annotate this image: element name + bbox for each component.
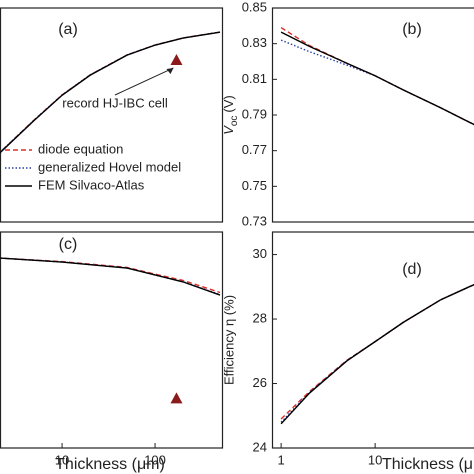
legend-label: FEM Silvaco-Atlas	[38, 177, 145, 192]
series-line	[0, 31, 221, 154]
series-line	[0, 31, 221, 154]
x-axis-label: Thickness (μm)	[55, 456, 165, 473]
y-tick-label: 30	[253, 246, 267, 261]
series-line	[0, 257, 221, 296]
y-label-main: V	[221, 125, 236, 135]
y-label-unit: (V)	[221, 95, 236, 112]
plot-area	[0, 31, 221, 154]
x-tick-label: 100	[144, 452, 166, 467]
y-axis-label: Voc (V)	[221, 95, 239, 135]
y-tick-label: 0.85	[242, 0, 267, 14]
panel: 24 26 28 30 1 10 (d) Thickness (μm) Efficiency η…	[221, 231, 474, 473]
legend-label: diode equation	[38, 141, 123, 156]
annotation: record HJ-IBC cell	[62, 95, 168, 110]
panel-label: (a)	[58, 21, 78, 38]
annotation-arrow	[114, 67, 174, 96]
series-line	[0, 31, 221, 154]
series-line	[280, 283, 474, 420]
plot-area	[0, 257, 221, 404]
y-tick-label: 0.81	[242, 71, 267, 86]
panel: 0.73 0.75 0.77 0.79 0.81 0.83 0.85 (b) Voc (V)	[221, 0, 474, 228]
y-label-sub: oc	[229, 116, 240, 127]
x-tick-label: 1	[277, 452, 284, 467]
y-tick-label: 24	[253, 439, 267, 454]
plot-frame	[271, 231, 474, 449]
arrow-head	[166, 67, 174, 74]
series-line	[280, 283, 474, 423]
series-line	[280, 39, 474, 126]
plot-area	[280, 27, 474, 126]
x-axis-label: Thickness (μm)	[382, 456, 474, 473]
y-tick-label: 0.73	[242, 213, 267, 228]
y-tick-label: 0.79	[242, 106, 267, 121]
panel-label: (c)	[59, 236, 78, 253]
y-tick-label: 0.77	[242, 142, 267, 157]
plot-frame	[271, 7, 474, 223]
plot-frame	[0, 231, 224, 449]
panel: 10 100 (c) Thickness (μm)	[0, 231, 224, 473]
series-line	[0, 257, 221, 296]
panel: record HJ-IBC cell (a) diode equation gener…	[0, 7, 224, 223]
record-marker	[170, 53, 183, 65]
x-tick-label: 10	[368, 452, 382, 467]
series-line	[0, 257, 221, 294]
series-line	[280, 31, 474, 126]
plot-area	[280, 283, 474, 425]
panel-label: (d)	[402, 261, 422, 278]
legend-label: generalized Hovel model	[38, 159, 181, 174]
x-tick-label: 10	[55, 452, 69, 467]
y-tick-label: 26	[253, 375, 267, 390]
y-tick-label: 0.83	[242, 35, 267, 50]
y-tick-label: 0.75	[242, 178, 267, 193]
record-marker	[170, 392, 183, 404]
y-axis-label: Efficiency η (%)	[221, 295, 236, 385]
series-line	[280, 283, 474, 425]
y-tick-label: 28	[253, 310, 267, 325]
panel-label: (b)	[402, 21, 422, 38]
plot-frame	[0, 7, 224, 223]
